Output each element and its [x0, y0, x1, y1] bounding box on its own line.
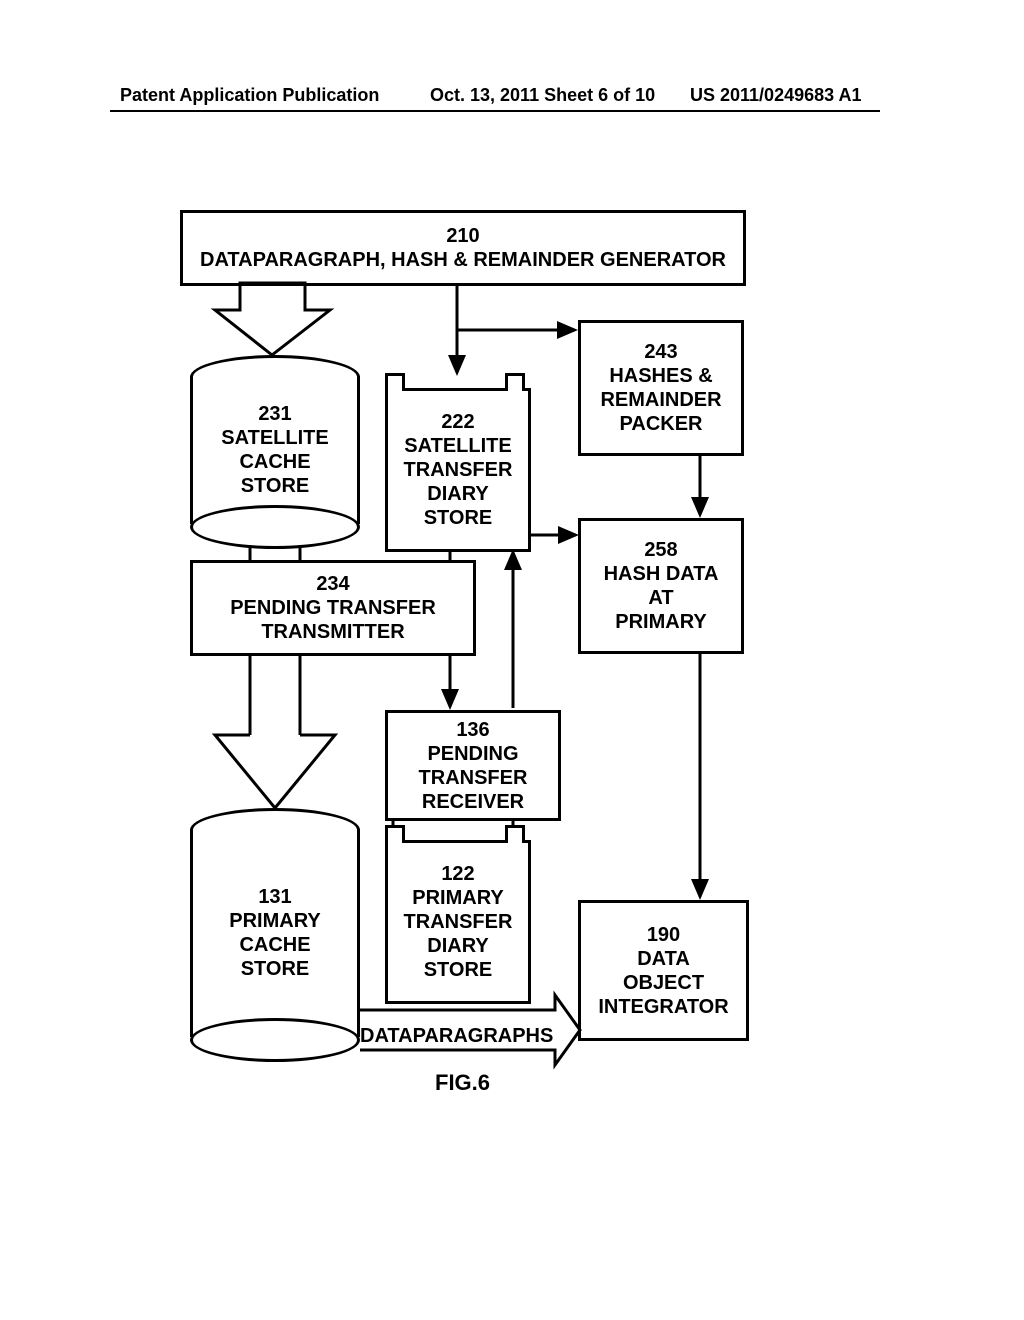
node-131: 131 PRIMARY CACHE STORE	[190, 808, 360, 1058]
node-131-l2: CACHE	[239, 933, 310, 957]
node-222-tab-left	[385, 373, 405, 391]
node-258-l2: AT	[648, 586, 673, 610]
node-122-l2: TRANSFER	[404, 910, 513, 934]
node-234-l2: TRANSMITTER	[261, 620, 404, 644]
node-122: 122 PRIMARY TRANSFER DIARY STORE	[385, 840, 531, 1004]
header-rule	[110, 110, 880, 112]
flowchart: 210 DATAPARAGRAPH, HASH & REMAINDER GENE…	[160, 180, 860, 1130]
node-231-l2: CACHE	[239, 450, 310, 474]
node-243-l2: REMAINDER	[600, 388, 721, 412]
node-222-num: 222	[441, 410, 474, 434]
node-131-l3: STORE	[241, 957, 310, 981]
node-231-l1: SATELLITE	[221, 426, 328, 450]
header-right: US 2011/0249683 A1	[690, 85, 861, 106]
node-210: 210 DATAPARAGRAPH, HASH & REMAINDER GENE…	[180, 210, 746, 286]
node-122-l3: DIARY	[427, 934, 488, 958]
node-231: 231 SATELLITE CACHE STORE	[190, 355, 360, 545]
node-210-num: 210	[446, 224, 479, 248]
node-234: 234 PENDING TRANSFER TRANSMITTER	[190, 560, 476, 656]
node-131-l1: PRIMARY	[229, 909, 320, 933]
node-122-l1: PRIMARY	[412, 886, 503, 910]
node-243: 243 HASHES & REMAINDER PACKER	[578, 320, 744, 456]
node-190-l2: OBJECT	[623, 971, 704, 995]
node-222-tab-right	[505, 373, 525, 391]
node-210-label: DATAPARAGRAPH, HASH & REMAINDER GENERATO…	[200, 248, 726, 272]
node-234-l1: PENDING TRANSFER	[230, 596, 436, 620]
node-136-l3: RECEIVER	[422, 790, 524, 814]
node-222-l4: STORE	[424, 506, 493, 530]
node-190-l1: DATA	[637, 947, 690, 971]
node-122-l4: STORE	[424, 958, 493, 982]
node-131-num: 131	[258, 885, 291, 909]
node-222-l1: SATELLITE	[404, 434, 511, 458]
node-231-l3: STORE	[241, 474, 310, 498]
node-190-num: 190	[647, 923, 680, 947]
node-258-l3: PRIMARY	[615, 610, 706, 634]
node-136-num: 136	[456, 718, 489, 742]
node-136-l1: PENDING	[427, 742, 518, 766]
node-136: 136 PENDING TRANSFER RECEIVER	[385, 710, 561, 821]
dataparagraphs-label: DATAPARAGRAPHS	[360, 1025, 553, 1048]
node-122-num: 122	[441, 862, 474, 886]
header-left: Patent Application Publication	[120, 85, 379, 106]
node-190: 190 DATA OBJECT INTEGRATOR	[578, 900, 749, 1041]
node-258-l1: HASH DATA	[604, 562, 719, 586]
header-mid: Oct. 13, 2011 Sheet 6 of 10	[430, 85, 655, 106]
node-190-l3: INTEGRATOR	[598, 995, 728, 1019]
node-243-l1: HASHES &	[609, 364, 712, 388]
node-258: 258 HASH DATA AT PRIMARY	[578, 518, 744, 654]
figure-label: FIG.6	[435, 1070, 490, 1096]
node-222: 222 SATELLITE TRANSFER DIARY STORE	[385, 388, 531, 552]
node-222-l2: TRANSFER	[404, 458, 513, 482]
node-136-l2: TRANSFER	[419, 766, 528, 790]
node-222-l3: DIARY	[427, 482, 488, 506]
node-231-num: 231	[258, 402, 291, 426]
node-258-num: 258	[644, 538, 677, 562]
node-234-num: 234	[316, 572, 349, 596]
node-122-tab-left	[385, 825, 405, 843]
node-243-l3: PACKER	[620, 412, 703, 436]
node-243-num: 243	[644, 340, 677, 364]
node-122-tab-right	[505, 825, 525, 843]
